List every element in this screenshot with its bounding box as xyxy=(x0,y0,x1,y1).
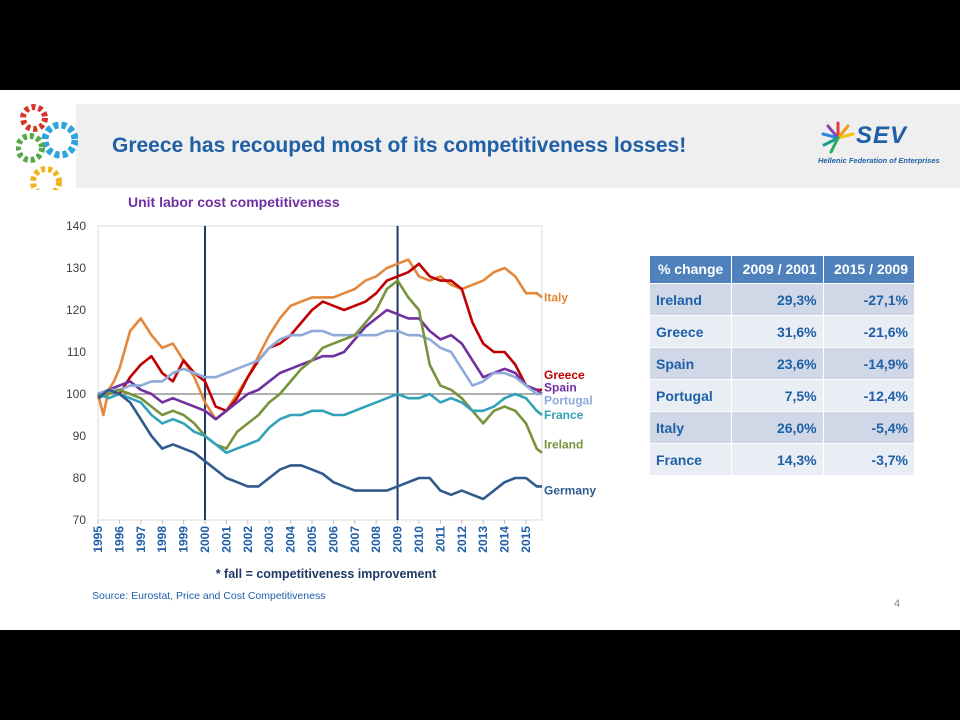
source-note: Source: Eurostat, Price and Cost Competi… xyxy=(92,590,326,602)
table-cell-value: -3,7% xyxy=(823,443,914,475)
series-label-ireland: Ireland xyxy=(544,437,583,451)
table-row: Italy 26,0% -5,4% xyxy=(650,411,914,444)
x-tick-label: 2001 xyxy=(219,526,233,553)
table-row: Ireland 29,3% -27,1% xyxy=(650,283,914,316)
series-label-italy: Italy xyxy=(544,290,568,304)
series-label-portugal: Portugal xyxy=(544,393,593,407)
y-tick-label: 90 xyxy=(73,429,87,443)
slide-title: Greece has recouped most of its competit… xyxy=(112,134,687,157)
header-band xyxy=(76,104,960,188)
table-cell-value: 29,3% xyxy=(731,283,824,316)
table-header-row: % change 2009 / 2001 2015 / 2009 xyxy=(650,256,914,284)
table-cell-value: 26,0% xyxy=(731,411,824,444)
x-tick-label: 1996 xyxy=(112,526,126,553)
table-header: % change xyxy=(650,256,733,284)
table-cell-value: -21,6% xyxy=(823,315,914,348)
series-line-greece xyxy=(97,262,542,413)
series-label-france: France xyxy=(544,408,584,422)
y-tick-label: 120 xyxy=(66,303,86,317)
y-tick-label: 110 xyxy=(67,345,86,359)
sev-logo: SEV Hellenic Federation of Enterprises xyxy=(818,120,944,174)
sev-logo-text: SEV xyxy=(856,122,908,149)
x-tick-label: 2006 xyxy=(326,526,340,553)
x-tick-label: 2014 xyxy=(498,526,512,553)
y-tick-label: 80 xyxy=(73,471,87,485)
table-cell-country: Ireland xyxy=(650,283,733,316)
table-cell-value: 7,5% xyxy=(731,379,824,412)
x-tick-label: 2010 xyxy=(412,526,426,553)
table-header: 2015 / 2009 xyxy=(823,256,914,284)
table-cell-value: -27,1% xyxy=(823,283,914,316)
series-line-germany xyxy=(97,388,542,501)
table-cell-value: -5,4% xyxy=(823,411,914,444)
table-cell-value: 31,6% xyxy=(731,315,824,348)
series-line-france xyxy=(97,392,543,455)
table-row: Portugal 7,5% -12,4% xyxy=(650,379,914,412)
slide: Greece has recouped most of its competit… xyxy=(0,90,960,630)
table-header: 2009 / 2001 xyxy=(731,256,824,284)
series-label-greece: Greece xyxy=(544,368,585,382)
series-line-spain xyxy=(97,308,543,421)
x-tick-label: 2009 xyxy=(391,526,405,553)
series-label-spain: Spain xyxy=(544,381,577,395)
x-tick-label: 2007 xyxy=(348,526,362,553)
y-tick-label: 70 xyxy=(73,513,87,527)
table-cell-country: France xyxy=(650,443,733,475)
x-tick-label: 2005 xyxy=(305,526,319,553)
sev-logo-subtitle: Hellenic Federation of Enterprises xyxy=(818,156,940,165)
chart-title: Unit labor cost competitiveness xyxy=(128,194,340,210)
table-cell-value: -14,9% xyxy=(823,347,914,380)
x-tick-label: 2004 xyxy=(284,526,298,553)
x-tick-label: 2015 xyxy=(519,526,533,553)
x-tick-label: 2012 xyxy=(455,526,469,553)
series-line-portugal xyxy=(97,329,542,396)
table-cell-country: Italy xyxy=(650,411,733,444)
x-tick-label: 2011 xyxy=(433,526,447,552)
x-tick-label: 1999 xyxy=(177,526,191,553)
x-tick-label: 2013 xyxy=(476,526,490,553)
y-tick-label: 130 xyxy=(66,261,86,275)
table-cell-country: Spain xyxy=(650,347,733,380)
x-tick-label: 2003 xyxy=(262,526,276,553)
gears-logo-icon xyxy=(16,104,78,190)
table-row: Spain 23,6% -14,9% xyxy=(650,347,914,380)
series-line-italy xyxy=(96,258,543,421)
table-row: Greece 31,6% -21,6% xyxy=(650,315,914,348)
table-cell-value: 14,3% xyxy=(731,443,824,475)
x-tick-label: 1997 xyxy=(134,526,148,553)
table-cell-country: Greece xyxy=(650,315,733,348)
series-label-germany: Germany xyxy=(544,484,596,498)
x-tick-label: 2000 xyxy=(198,526,212,553)
plot-area xyxy=(97,225,543,521)
table-row: France 14,3% -3,7% xyxy=(650,443,914,475)
change-table: % change 2009 / 2001 2015 / 2009 Ireland… xyxy=(650,256,914,475)
x-tick-label: 1998 xyxy=(155,526,169,553)
x-tick-label: 1995 xyxy=(91,526,105,553)
sev-burst-icon xyxy=(821,121,855,154)
chart: 70 80 90 100 110 120 130 140 1995 1996 1997 1998 199… xyxy=(66,219,596,581)
x-tick-label: 2008 xyxy=(369,526,383,553)
table-cell-value: 23,6% xyxy=(731,347,824,380)
page-number: 4 xyxy=(894,598,901,610)
table-cell-value: -12,4% xyxy=(823,379,914,412)
x-tick-label: 2002 xyxy=(241,526,255,553)
table-cell-country: Portugal xyxy=(650,379,733,412)
x-axis-label: * fall = competitiveness improvement xyxy=(216,567,437,581)
y-tick-label: 100 xyxy=(66,387,86,401)
y-tick-label: 140 xyxy=(66,219,86,233)
